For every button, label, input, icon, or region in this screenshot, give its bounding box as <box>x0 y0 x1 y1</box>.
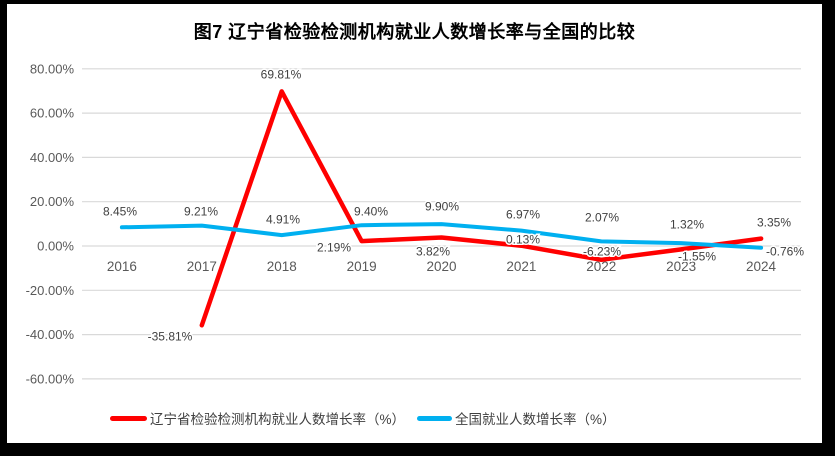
x-axis-label-2018: 2018 <box>267 259 297 274</box>
y-tick-label-60: 60.00% <box>30 106 75 121</box>
data-label-national-2021: 6.97% <box>506 208 540 222</box>
data-label-national-2022: 2.07% <box>585 211 619 225</box>
y-tick-label--40: -40.00% <box>26 327 75 342</box>
data-label-national-2020: 9.90% <box>425 200 459 214</box>
data-label-liaoning-2022: -6.23% <box>583 245 621 259</box>
data-label-national-2016: 8.45% <box>103 205 137 219</box>
data-label-liaoning-2019: 2.19% <box>317 241 351 255</box>
y-tick-label-80: 80.00% <box>30 61 75 76</box>
y-tick-label--60: -60.00% <box>26 371 75 386</box>
chart-canvas: 图7 辽宁省检验检测机构就业人数增长率与全国的比较 80.00% 60.00% 40… <box>7 4 822 443</box>
line-chart-plot: 80.00% 60.00% 40.00% 20.00% 0.00% -20.00% -40.… <box>26 61 806 386</box>
y-tick-label-20: 20.00% <box>30 194 75 209</box>
chart-title: 图7 辽宁省检验检测机构就业人数增长率与全国的比较 <box>193 22 636 42</box>
data-label-liaoning-2020: 3.82% <box>416 245 450 259</box>
x-axis-label-2024: 2024 <box>746 259 777 274</box>
data-label-liaoning-2017: -35.81% <box>148 330 193 344</box>
data-label-liaoning-2023: -1.55% <box>678 250 716 264</box>
y-tick-label-40: 40.00% <box>30 150 75 165</box>
data-label-national-2024: -0.76% <box>766 245 804 259</box>
y-tick-label-0: 0.00% <box>37 239 74 254</box>
legend-label-national: 全国就业人数增长率（%） <box>455 412 616 427</box>
x-axis-label-2016: 2016 <box>107 259 137 274</box>
national-series-line <box>119 222 764 250</box>
x-axis-label-2021: 2021 <box>506 259 536 274</box>
data-label-liaoning-2024: 3.35% <box>757 216 791 230</box>
x-axis-label-2023: 2023 <box>666 259 696 274</box>
data-label-national-2017: 9.21% <box>184 205 218 219</box>
legend-label-liaoning: 辽宁省检验检测机构就业人数增长率（%） <box>150 412 406 427</box>
x-axis-label-2022: 2022 <box>586 259 616 274</box>
legend: 辽宁省检验检测机构就业人数增长率（%） 全国就业人数增长率（%） <box>110 406 616 430</box>
data-label-liaoning-2021: 0.13% <box>506 233 540 247</box>
x-axis-label-2019: 2019 <box>347 259 377 274</box>
y-tick-label--20: -20.00% <box>26 283 75 298</box>
legend-line-swatch-national <box>417 415 453 421</box>
liaoning-series-line <box>199 89 764 328</box>
data-label-national-2023: 1.32% <box>670 218 704 232</box>
data-label-liaoning-2018: 69.81% <box>261 68 302 82</box>
x-axis-label-2020: 2020 <box>426 259 456 274</box>
legend-line-swatch-liaoning <box>110 415 147 421</box>
data-label-national-2019: 9.40% <box>354 205 388 219</box>
x-axis-label-2017: 2017 <box>187 259 217 274</box>
data-label-national-2018: 4.91% <box>266 213 300 227</box>
